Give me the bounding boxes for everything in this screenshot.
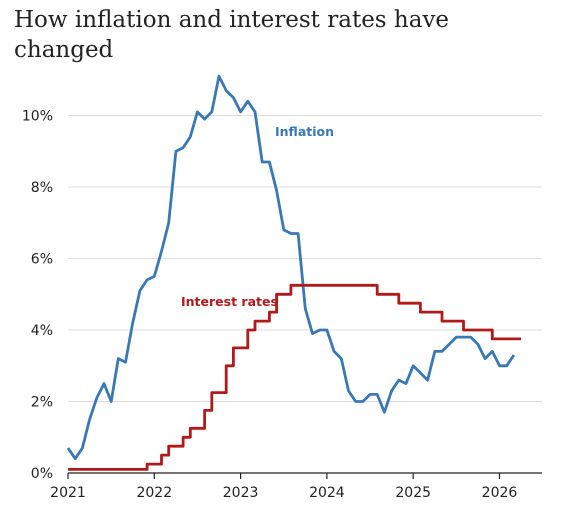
x-tick-label: 2021 bbox=[50, 485, 86, 501]
series-lines bbox=[66, 74, 522, 471]
y-tick-label: 2% bbox=[31, 395, 53, 411]
gridlines bbox=[68, 115, 542, 402]
inflation-line bbox=[66, 74, 516, 461]
y-tick-label: 8% bbox=[31, 180, 53, 196]
y-tick-label: 4% bbox=[31, 323, 53, 339]
x-axis: 2021 2022 2023 2024 2025 2026 bbox=[50, 472, 542, 501]
y-tick-label: 0% bbox=[31, 466, 53, 482]
x-tick-label: 2023 bbox=[223, 485, 259, 501]
y-axis-tick-labels: 0% 2% 4% 6% 8% 10% bbox=[22, 109, 53, 483]
y-tick-label: 10% bbox=[22, 109, 53, 125]
x-tick-label: 2024 bbox=[309, 485, 345, 501]
x-tick-label: 2025 bbox=[395, 485, 431, 501]
interest-rates-label: Interest rates bbox=[181, 294, 278, 309]
inflation-label: Inflation bbox=[275, 124, 334, 139]
y-tick-label: 6% bbox=[31, 252, 53, 268]
interest-rates-line bbox=[68, 283, 522, 471]
x-tick-label: 2022 bbox=[136, 485, 172, 501]
series-labels: Inflation Interest rates bbox=[181, 124, 334, 309]
chart-title: How inflation and interest rates have ch… bbox=[14, 7, 450, 63]
x-tick-label: 2026 bbox=[482, 485, 518, 501]
